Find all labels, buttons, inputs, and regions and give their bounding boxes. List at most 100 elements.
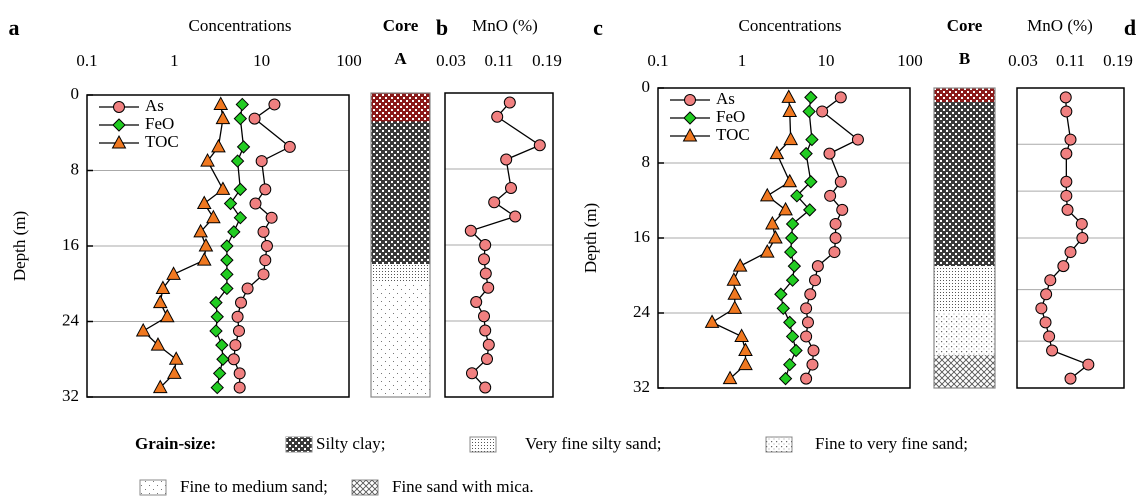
diamond-marker <box>233 111 248 126</box>
layer-pattern <box>371 264 430 283</box>
circle-marker <box>255 155 268 168</box>
diamond-marker <box>235 97 249 112</box>
core-layer <box>371 283 430 397</box>
panel-label: b <box>436 15 448 40</box>
core-layer <box>371 93 430 122</box>
triangle-marker <box>768 229 783 244</box>
circle-marker <box>260 240 273 252</box>
circle-marker <box>851 133 864 146</box>
layer-pattern <box>371 283 430 397</box>
triangle-marker <box>159 308 175 323</box>
triangle-marker <box>759 187 775 202</box>
legend-swatch-pattern <box>470 437 496 452</box>
circle-marker <box>1044 274 1057 287</box>
circle-marker <box>1061 203 1074 216</box>
circle-marker <box>259 183 272 196</box>
triangle-marker <box>781 89 797 103</box>
legend-label: Fine sand with mica. <box>392 477 534 496</box>
y-tick-label: 32 <box>62 386 79 405</box>
circle-marker <box>1064 372 1077 385</box>
diamond-marker <box>209 324 223 338</box>
triangle-marker <box>215 181 231 195</box>
circle-marker <box>800 330 813 343</box>
diamond-marker <box>230 154 245 168</box>
y-tick-label: 8 <box>642 152 651 171</box>
circle-marker <box>533 139 546 152</box>
diamond-marker <box>233 182 248 197</box>
diamond-marker <box>220 239 234 253</box>
circle-marker <box>466 367 478 380</box>
circle-marker <box>482 338 495 351</box>
legend-marker <box>112 118 126 132</box>
x-tick-label: 0.1 <box>647 51 668 70</box>
x-tick-label: 1 <box>738 51 747 70</box>
core-name: B <box>959 49 970 68</box>
diamond-marker <box>776 301 790 316</box>
axis-title: MnO (%) <box>1027 16 1093 35</box>
circle-marker <box>233 367 246 380</box>
triangle-marker <box>727 300 743 314</box>
diamond-marker <box>783 315 797 330</box>
panel-label: d <box>1124 15 1136 40</box>
legend-label: Very fine silty sand; <box>525 434 661 453</box>
circle-marker <box>1039 316 1052 329</box>
y-tick-label: 16 <box>633 227 650 246</box>
layer-pattern <box>934 102 995 267</box>
triangle-marker <box>215 110 231 125</box>
triangle-marker <box>196 195 212 210</box>
circle-marker <box>470 296 483 308</box>
circle-marker <box>1076 232 1089 244</box>
diamond-marker <box>783 357 797 372</box>
layer-pattern <box>934 88 995 103</box>
layer-pattern <box>934 313 995 356</box>
y-tick-label: 0 <box>642 77 651 96</box>
circle-marker <box>479 267 492 280</box>
circle-marker <box>824 189 837 202</box>
circle-marker <box>479 324 492 337</box>
circle-marker <box>479 239 492 251</box>
legend-swatch-pattern <box>140 480 166 495</box>
plot-frame <box>1016 87 1125 389</box>
x-tick-label: 0.11 <box>1056 51 1085 70</box>
circle-marker <box>823 147 836 160</box>
diamond-marker <box>223 196 238 211</box>
legend-swatch-pattern <box>352 480 378 495</box>
diamond-marker <box>805 132 819 147</box>
diamond-marker <box>233 210 248 225</box>
layer-pattern <box>934 266 995 313</box>
legend-swatch-pattern <box>766 437 792 452</box>
circle-marker <box>1043 330 1056 343</box>
triangle-marker <box>150 337 166 351</box>
circle-marker <box>268 98 281 111</box>
circle-marker <box>231 310 244 323</box>
core-frame <box>933 87 996 389</box>
circle-marker <box>232 324 245 337</box>
triangle-marker <box>778 201 793 216</box>
diamond-marker <box>803 203 817 217</box>
core-layer <box>371 264 430 283</box>
legend-label: Silty clay; <box>316 434 385 453</box>
axis-title: Concentrations <box>189 16 292 35</box>
triangle-marker <box>152 294 168 309</box>
circle-marker <box>479 381 492 394</box>
diamond-marker <box>804 90 818 105</box>
diamond-marker <box>215 338 229 352</box>
circle-marker <box>283 140 296 153</box>
circle-marker <box>235 296 248 309</box>
triangle-marker <box>769 145 785 160</box>
x-tick-label: 0.19 <box>532 51 562 70</box>
circle-marker <box>1057 260 1070 273</box>
x-tick-label: 100 <box>897 51 923 70</box>
x-tick-label: 1 <box>170 51 179 70</box>
x-tick-label: 100 <box>336 51 362 70</box>
axis-title: MnO (%) <box>472 16 538 35</box>
diamond-marker <box>790 189 804 203</box>
triangle-marker <box>196 252 212 266</box>
triangle-marker <box>704 314 720 328</box>
triangle-marker <box>168 351 184 365</box>
diamond-marker <box>216 352 230 366</box>
core-layer <box>371 121 430 264</box>
circle-marker <box>478 253 490 266</box>
circle-marker <box>249 197 262 210</box>
